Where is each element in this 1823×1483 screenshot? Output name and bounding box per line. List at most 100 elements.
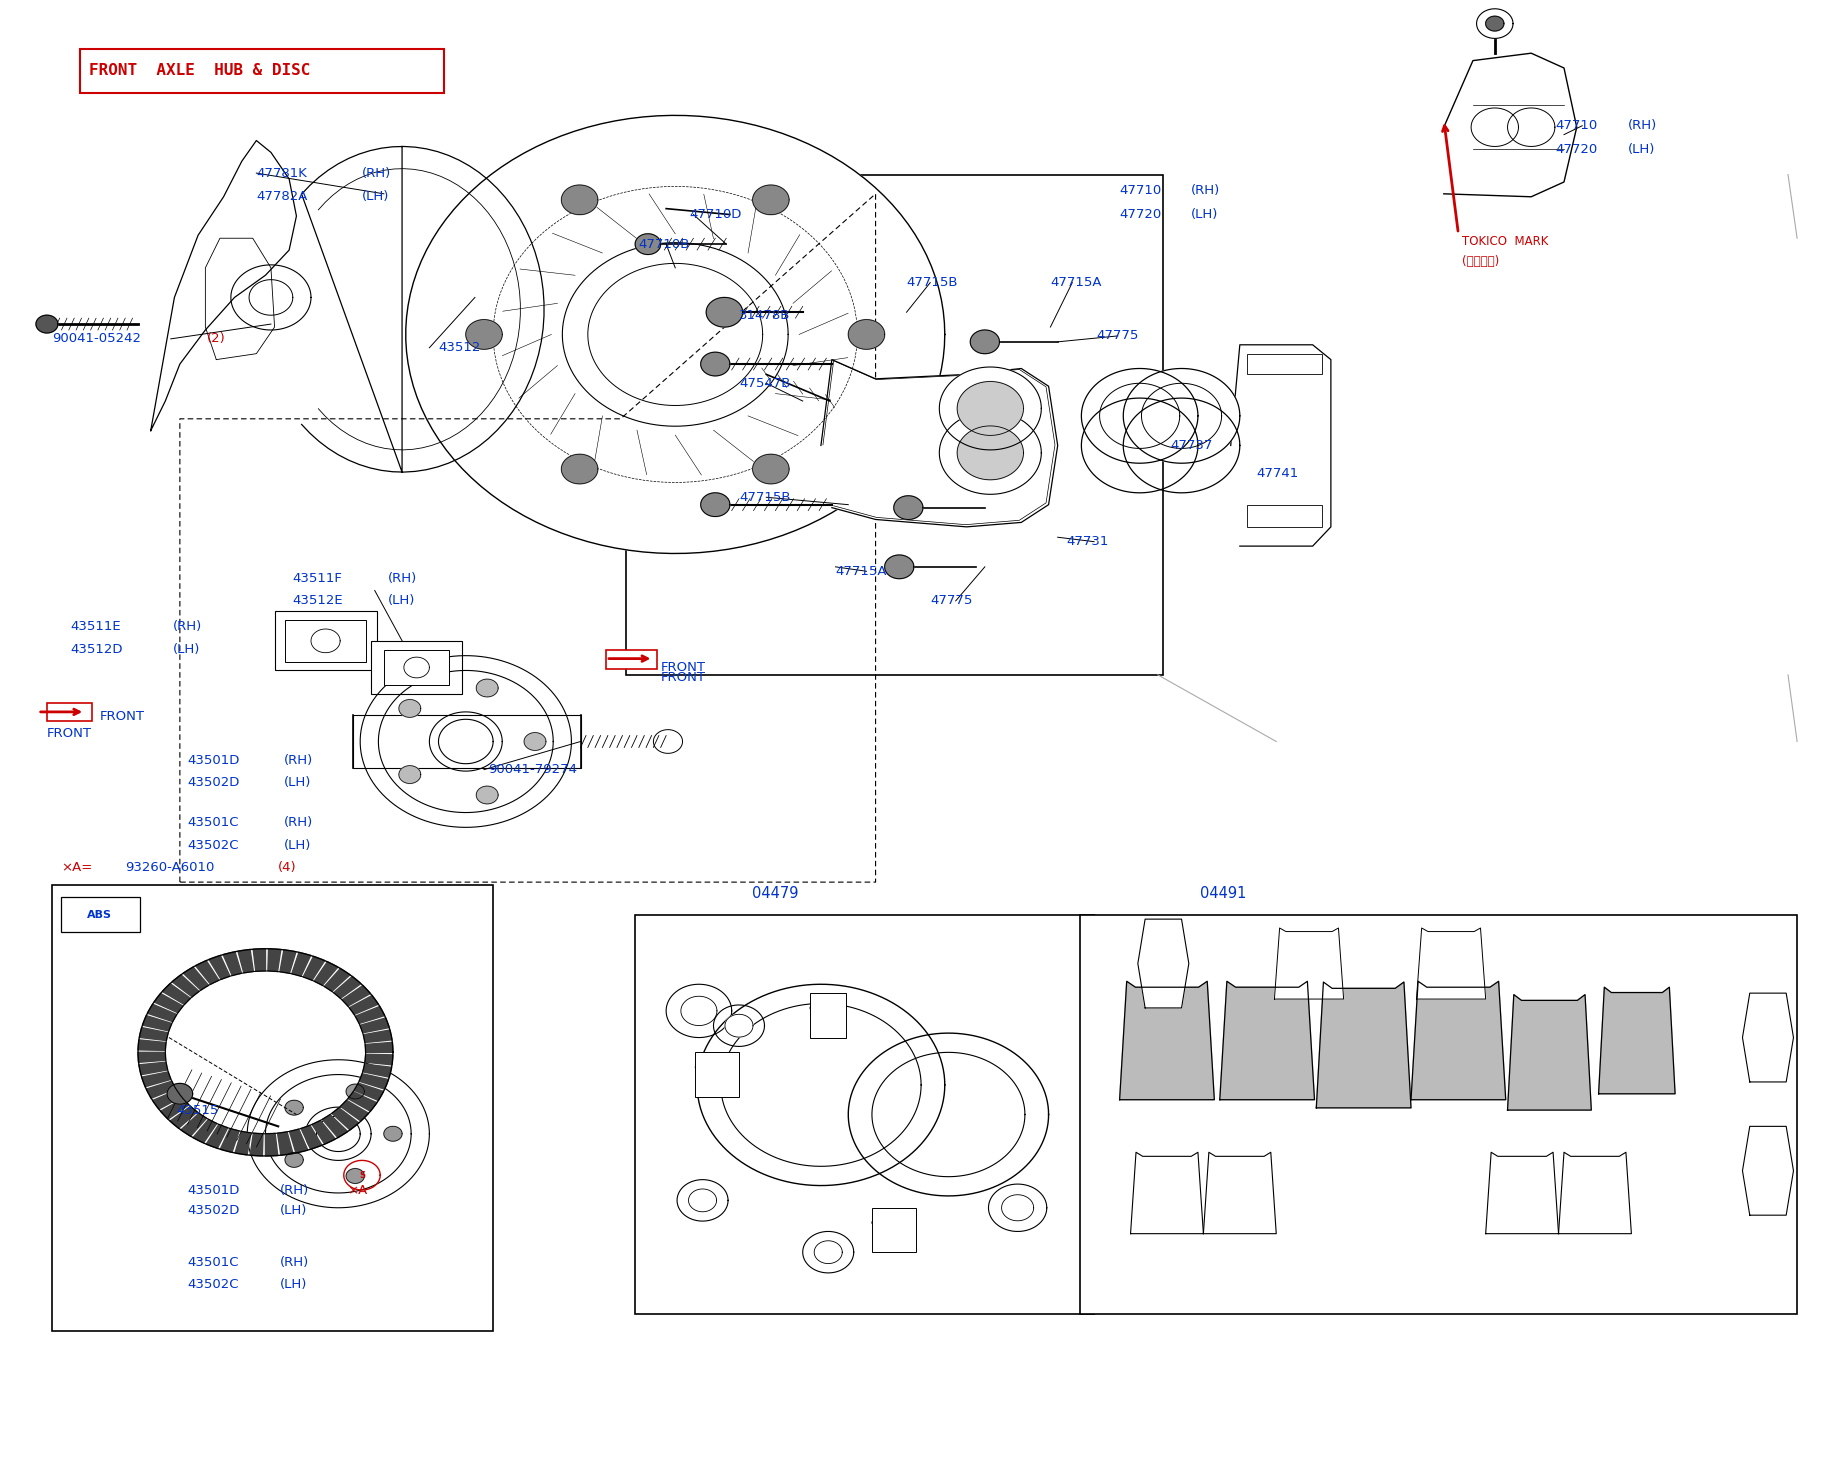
Polygon shape — [334, 976, 361, 998]
Text: 04479: 04479 — [751, 887, 798, 902]
Polygon shape — [893, 495, 922, 519]
Polygon shape — [346, 1084, 365, 1099]
Polygon shape — [180, 1114, 206, 1136]
Polygon shape — [359, 1017, 388, 1032]
Text: (RH): (RH) — [386, 572, 416, 586]
Polygon shape — [146, 1081, 175, 1099]
Text: 47741: 47741 — [1256, 467, 1298, 480]
Polygon shape — [848, 320, 884, 349]
Polygon shape — [1741, 1127, 1792, 1215]
Polygon shape — [182, 967, 208, 991]
Polygon shape — [1316, 982, 1411, 1108]
Polygon shape — [1274, 928, 1344, 1000]
Polygon shape — [139, 1062, 168, 1075]
Text: (RH): (RH) — [361, 166, 390, 179]
Text: 43501D: 43501D — [188, 755, 239, 767]
Polygon shape — [148, 1004, 177, 1022]
Ellipse shape — [809, 1003, 846, 1014]
Polygon shape — [1416, 928, 1486, 1000]
Polygon shape — [1119, 982, 1214, 1100]
Polygon shape — [1130, 1152, 1203, 1234]
Polygon shape — [142, 1016, 171, 1031]
Polygon shape — [365, 1043, 392, 1053]
Text: 93260-A6010: 93260-A6010 — [126, 860, 215, 873]
Bar — [1079, 915, 1796, 1314]
Polygon shape — [957, 426, 1023, 480]
Polygon shape — [292, 952, 310, 976]
Text: 43501D: 43501D — [188, 1183, 239, 1197]
Text: (RH): (RH) — [1626, 119, 1655, 132]
Text: 47710B: 47710B — [638, 237, 689, 251]
Bar — [695, 1053, 738, 1097]
Polygon shape — [706, 298, 742, 328]
Polygon shape — [171, 974, 199, 997]
Polygon shape — [139, 1040, 166, 1050]
Text: 90041-05242: 90041-05242 — [53, 332, 142, 346]
Text: 47710D: 47710D — [689, 208, 742, 221]
Polygon shape — [383, 1127, 401, 1140]
Text: (LH): (LH) — [281, 1278, 308, 1292]
Polygon shape — [653, 730, 682, 753]
Polygon shape — [284, 1100, 303, 1115]
Polygon shape — [222, 952, 241, 976]
Text: 47715B: 47715B — [738, 491, 789, 504]
Bar — [275, 611, 376, 670]
Polygon shape — [312, 629, 339, 653]
Text: 47715A: 47715A — [1050, 276, 1101, 289]
Text: 47775: 47775 — [1096, 329, 1138, 343]
Polygon shape — [1486, 16, 1504, 31]
Polygon shape — [139, 1053, 166, 1062]
Polygon shape — [476, 679, 498, 697]
Polygon shape — [399, 700, 421, 718]
Text: 43512D: 43512D — [71, 644, 122, 655]
Bar — [625, 175, 1163, 675]
Text: 47737: 47737 — [1170, 439, 1212, 452]
Polygon shape — [957, 381, 1023, 436]
Text: 43502C: 43502C — [188, 838, 239, 851]
Polygon shape — [277, 1132, 294, 1155]
Polygon shape — [1508, 108, 1553, 147]
Polygon shape — [680, 997, 716, 1026]
Text: ×A=: ×A= — [62, 860, 93, 873]
Text: (RH): (RH) — [284, 817, 314, 829]
Text: 43512E: 43512E — [294, 595, 343, 608]
Polygon shape — [939, 366, 1041, 449]
Text: 43502C: 43502C — [188, 1278, 239, 1292]
Polygon shape — [170, 1106, 197, 1129]
Polygon shape — [348, 995, 377, 1014]
Text: (RH): (RH) — [281, 1183, 310, 1197]
Polygon shape — [139, 1028, 168, 1041]
Text: (RH): (RH) — [284, 755, 314, 767]
Polygon shape — [210, 955, 230, 979]
Polygon shape — [363, 1031, 392, 1043]
Polygon shape — [405, 116, 944, 553]
Text: 47720: 47720 — [1553, 142, 1597, 156]
Text: 31478B: 31478B — [738, 308, 789, 322]
Bar — [352, 715, 580, 768]
Polygon shape — [303, 957, 324, 980]
Bar — [809, 994, 846, 1038]
Polygon shape — [871, 1053, 1025, 1176]
Polygon shape — [700, 351, 729, 375]
Text: FRONT: FRONT — [660, 661, 706, 673]
Polygon shape — [162, 983, 190, 1004]
Text: 47710: 47710 — [1119, 184, 1161, 197]
Text: TOKICO  MARK: TOKICO MARK — [1462, 234, 1548, 248]
Bar — [53, 885, 492, 1330]
Polygon shape — [153, 994, 182, 1013]
Text: (LH): (LH) — [173, 644, 201, 655]
Text: ×A: ×A — [346, 1183, 368, 1197]
Polygon shape — [365, 1054, 392, 1065]
Text: (RH): (RH) — [173, 620, 202, 633]
Bar — [286, 620, 365, 661]
Text: FRONT: FRONT — [660, 672, 706, 684]
Text: ABS: ABS — [88, 909, 113, 919]
Polygon shape — [1411, 982, 1506, 1100]
Polygon shape — [1471, 108, 1517, 147]
Polygon shape — [301, 1126, 323, 1149]
Polygon shape — [195, 961, 219, 985]
Text: (LH): (LH) — [284, 838, 312, 851]
Polygon shape — [235, 1132, 252, 1155]
Polygon shape — [1220, 982, 1314, 1100]
Polygon shape — [1099, 383, 1179, 448]
